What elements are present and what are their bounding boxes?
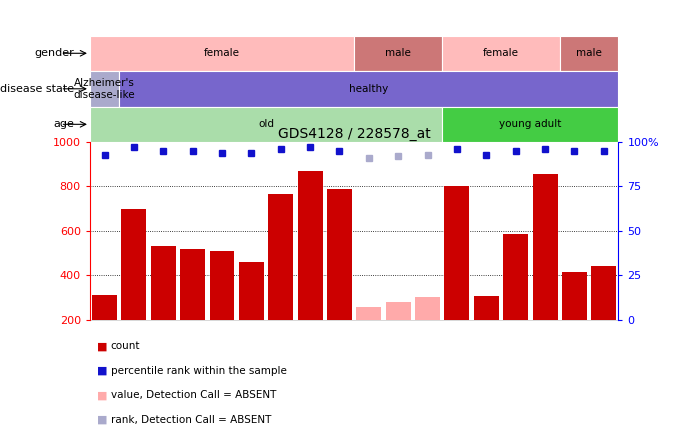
Bar bbox=[268, 194, 293, 320]
Text: male: male bbox=[576, 48, 602, 58]
Text: female: female bbox=[204, 48, 240, 58]
Bar bbox=[474, 297, 499, 320]
Text: ■: ■ bbox=[97, 366, 107, 376]
Text: count: count bbox=[111, 341, 140, 351]
Bar bbox=[533, 174, 558, 320]
Text: value, Detection Call = ABSENT: value, Detection Call = ABSENT bbox=[111, 390, 276, 400]
Text: age: age bbox=[53, 119, 74, 129]
Bar bbox=[415, 297, 440, 320]
Text: Alzheimer's
disease-like: Alzheimer's disease-like bbox=[74, 78, 135, 99]
Bar bbox=[236, 320, 266, 321]
Bar bbox=[295, 320, 325, 321]
Bar bbox=[444, 186, 469, 320]
Bar bbox=[119, 320, 149, 321]
Text: female: female bbox=[483, 48, 519, 58]
Bar bbox=[122, 209, 146, 320]
Bar bbox=[354, 320, 384, 321]
Bar bbox=[442, 107, 618, 142]
Bar bbox=[503, 234, 528, 320]
Bar bbox=[354, 36, 442, 71]
Text: healthy: healthy bbox=[349, 84, 388, 94]
Bar bbox=[151, 246, 176, 320]
Bar bbox=[92, 295, 117, 320]
Bar bbox=[386, 302, 410, 320]
Text: ■: ■ bbox=[97, 415, 107, 424]
Bar bbox=[239, 262, 264, 320]
Bar bbox=[149, 320, 178, 321]
Bar bbox=[560, 36, 618, 71]
Bar bbox=[90, 71, 119, 107]
Text: disease state: disease state bbox=[0, 84, 74, 94]
Bar bbox=[178, 320, 207, 321]
Bar bbox=[90, 107, 442, 142]
Bar bbox=[384, 320, 413, 321]
Bar bbox=[413, 320, 442, 321]
Text: male: male bbox=[386, 48, 411, 58]
Title: GDS4128 / 228578_at: GDS4128 / 228578_at bbox=[278, 127, 430, 141]
Text: old: old bbox=[258, 119, 274, 129]
Text: gender: gender bbox=[35, 48, 74, 58]
Text: ■: ■ bbox=[97, 390, 107, 400]
Bar bbox=[90, 36, 354, 71]
Bar bbox=[442, 320, 471, 321]
Bar bbox=[298, 171, 323, 320]
Text: young adult: young adult bbox=[499, 119, 562, 129]
Bar bbox=[327, 189, 352, 320]
Bar bbox=[266, 320, 296, 321]
Bar bbox=[357, 307, 381, 320]
Bar bbox=[471, 320, 501, 321]
Bar bbox=[90, 320, 119, 321]
Bar bbox=[562, 272, 587, 320]
Bar bbox=[560, 320, 589, 321]
Text: rank, Detection Call = ABSENT: rank, Detection Call = ABSENT bbox=[111, 415, 271, 424]
Text: ■: ■ bbox=[97, 341, 107, 351]
Bar bbox=[442, 36, 560, 71]
Text: percentile rank within the sample: percentile rank within the sample bbox=[111, 366, 287, 376]
Bar bbox=[325, 320, 354, 321]
Bar bbox=[591, 266, 616, 320]
Bar bbox=[207, 320, 236, 321]
Bar bbox=[501, 320, 530, 321]
Bar bbox=[209, 251, 234, 320]
Bar bbox=[589, 320, 618, 321]
Bar bbox=[180, 249, 205, 320]
Bar bbox=[530, 320, 560, 321]
